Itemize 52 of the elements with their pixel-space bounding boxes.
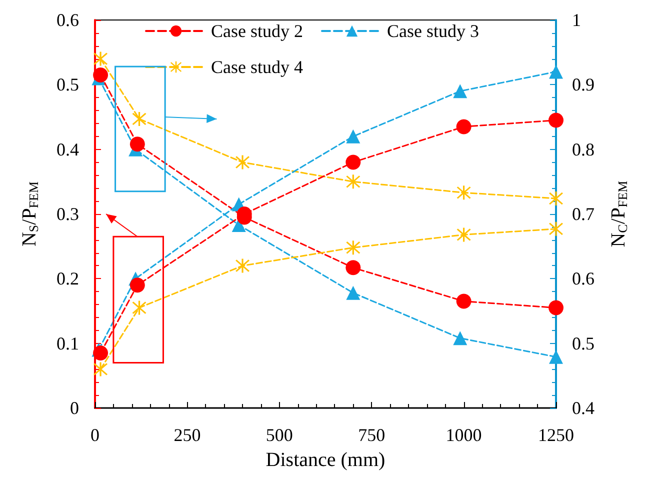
point <box>94 52 108 66</box>
point <box>346 286 360 300</box>
y-tick-label: 0 <box>70 398 79 418</box>
point <box>456 294 472 309</box>
point <box>93 67 108 82</box>
point <box>456 119 472 134</box>
y-tick-label: 0.5 <box>56 74 79 95</box>
point <box>549 191 563 206</box>
point <box>130 278 145 293</box>
point <box>130 136 145 152</box>
y2-tick-label: 0.6 <box>572 268 594 289</box>
point <box>549 350 563 364</box>
x-tick-label: 1000 <box>446 425 482 445</box>
point <box>93 346 108 361</box>
y-tick-label: 0.4 <box>56 139 79 160</box>
point <box>236 155 250 170</box>
legend-label: Case study 4 <box>211 57 303 77</box>
point <box>346 240 360 255</box>
legend-label: Case study 2 <box>211 21 303 41</box>
point <box>236 258 250 273</box>
y-axis-title: NS/PFEM <box>18 181 41 247</box>
y2-tick-label: 0.4 <box>572 398 594 418</box>
y2-tick-label: 1 <box>572 10 581 30</box>
point <box>549 222 563 236</box>
x-tick-label: 1250 <box>538 425 574 445</box>
point <box>132 112 146 126</box>
point <box>346 260 361 276</box>
x-tick-label: 250 <box>174 425 201 445</box>
point <box>548 112 564 128</box>
y2-axis-title: NC/PFEM <box>608 180 630 248</box>
y2-tick-label: 0.5 <box>572 333 594 354</box>
point <box>453 331 468 346</box>
y-tick-label: 0.6 <box>56 10 79 30</box>
y-tick-label: 0.1 <box>56 333 79 354</box>
point <box>346 154 361 170</box>
point <box>94 362 108 376</box>
point <box>346 174 360 189</box>
point <box>549 64 563 79</box>
y2-tick-label: 0.9 <box>572 74 594 95</box>
y2-tick-label: 0.7 <box>572 204 594 224</box>
x-tick-label: 750 <box>358 425 386 445</box>
y2-tick-label: 0.8 <box>572 139 594 160</box>
point <box>346 129 360 144</box>
y-tick-label: 0.2 <box>56 268 79 289</box>
legend-label: Case study 3 <box>386 21 479 41</box>
point <box>548 300 564 316</box>
x-tick-label: 0 <box>90 425 100 445</box>
point <box>453 84 468 98</box>
x-axis-title: Distance (mm) <box>266 449 386 471</box>
point <box>456 186 471 200</box>
x-tick-label: 500 <box>266 425 293 445</box>
y-tick-label: 0.3 <box>56 204 79 224</box>
